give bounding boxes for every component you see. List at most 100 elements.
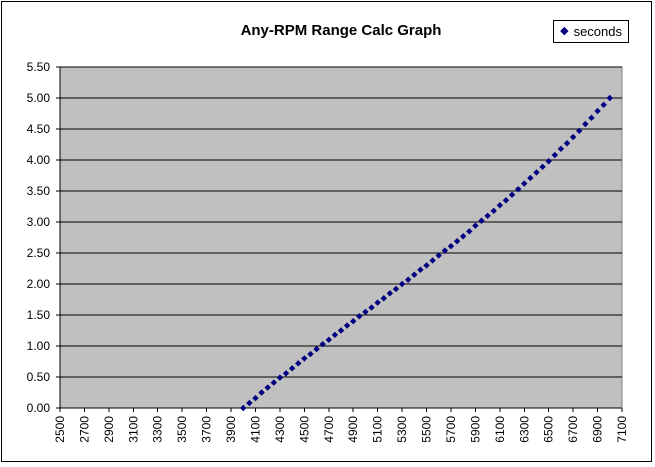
y-tick-label: 4.00 [27,153,51,167]
data-point [337,327,345,334]
data-point [411,271,418,278]
data-point [600,101,607,109]
data-point [551,151,559,159]
x-tick-label: 3900 [224,416,238,443]
x-tick-label: 2900 [102,416,116,443]
x-tick-label: 3100 [126,416,140,443]
data-point [307,350,314,358]
data-point [459,233,467,240]
data-point [246,399,253,407]
x-tick-label: 6100 [493,416,507,443]
x-tick-label: 4100 [248,416,262,443]
data-point [313,345,320,353]
data-point [417,266,424,273]
data-point [514,185,522,193]
x-tick-label: 2500 [53,416,67,443]
data-point [362,308,369,316]
data-point [368,304,375,311]
data-point [441,247,449,254]
x-tick-label: 3700 [200,416,214,443]
data-point [557,145,565,153]
x-tick-label: 7100 [615,416,629,443]
chart-title: Any-RPM Range Calc Graph [240,22,442,39]
data-point [484,212,491,219]
x-tick-label: 5900 [468,416,482,443]
y-tick-label: 2.50 [27,246,51,260]
data-point [288,365,296,372]
data-point [447,242,455,250]
y-tick-label: 0.50 [27,370,51,384]
data-point [527,174,534,182]
y-tick-label: 1.50 [27,308,51,322]
data-point [331,331,339,339]
data-point [429,257,436,264]
y-tick-label: 3.50 [27,184,51,198]
data-point [545,158,552,165]
data-point [582,120,589,128]
x-tick-label: 4300 [273,416,287,443]
data-point [588,114,595,122]
x-tick-label: 3300 [151,416,165,443]
data-point [392,285,400,293]
data-point [606,94,613,102]
data-point [398,280,406,288]
data-point [252,394,259,402]
data-point [325,336,332,343]
x-tick-label: 6300 [517,416,531,443]
x-tick-label: 6700 [566,416,580,443]
x-tick-label: 3500 [175,416,189,443]
data-point [453,238,461,245]
x-tick-label: 6900 [591,416,605,443]
data-point [276,374,284,381]
data-point [380,295,387,302]
legend-box: ◆ seconds [553,20,629,43]
data-point [240,404,247,412]
data-point [521,180,528,187]
x-tick-label: 5700 [444,416,458,443]
y-tick-label: 3.00 [27,215,51,229]
x-tick-label: 4500 [297,416,311,443]
data-point [539,163,546,171]
data-point [594,107,601,115]
data-point [466,228,473,235]
data-point [270,379,278,386]
y-tick-label: 4.50 [27,122,51,136]
data-point [350,318,357,325]
legend-series-label: seconds [573,23,622,39]
data-point [496,202,504,209]
x-tick-label: 5500 [420,416,434,443]
data-point [508,191,516,198]
data-point [374,299,381,306]
diamond-marker-icon: ◆ [560,24,569,37]
data-point [264,384,271,391]
data-point [282,370,290,377]
data-point [356,313,363,320]
data-point [478,217,485,224]
y-tick-label: 5.00 [27,91,51,105]
y-tick-label: 0.00 [27,401,51,415]
data-point [435,252,442,259]
data-point [472,222,479,229]
x-tick-label: 4900 [346,416,360,443]
x-tick-label: 6500 [542,416,556,443]
x-tick-label: 2700 [77,416,91,443]
data-point [502,197,510,204]
data-point [490,207,497,215]
data-point [386,290,394,297]
plot-area [59,66,623,409]
x-tick-label: 5100 [371,416,385,443]
data-point [404,276,412,283]
data-point [295,360,302,367]
data-point [319,340,326,348]
x-tick-label: 4700 [322,416,336,443]
data-point [423,262,430,269]
data-point [301,355,308,362]
data-point [563,140,571,147]
y-tick-label: 2.00 [27,277,51,291]
data-point [343,322,351,329]
data-point [576,127,583,135]
y-tick-label: 5.50 [27,60,51,74]
data-point [533,169,540,176]
